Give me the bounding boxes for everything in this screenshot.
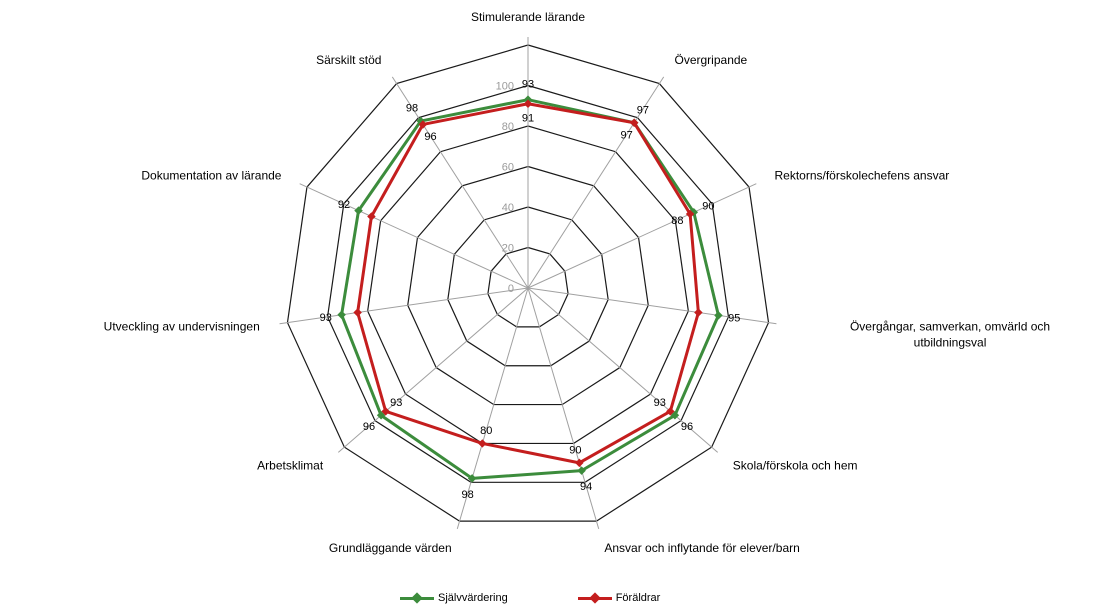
data-label-s0-4: 96: [681, 421, 693, 433]
data-label-s1-6: 80: [480, 425, 492, 437]
category-label-10: Särskilt stöd: [316, 53, 381, 67]
data-label-s1-10: 96: [424, 131, 436, 143]
spoke-10: [391, 76, 529, 289]
grid-ring-40: [447, 206, 609, 367]
legend: Självvärdering Föräldrar: [400, 592, 660, 604]
category-label-9: Dokumentation av lärande: [141, 168, 281, 182]
category-label-0: Stimulerande lärande: [471, 10, 585, 24]
radar-grid: [279, 37, 777, 529]
category-label-3: Övergångar, samverkan, omvärld och utbild…: [850, 320, 1050, 350]
data-label-s0-8: 93: [320, 312, 332, 324]
series-0-point-8: [337, 310, 346, 320]
data-label-s0-1: 97: [637, 104, 649, 116]
data-label-s1-7: 93: [390, 397, 402, 409]
series-0-point-9: [354, 206, 363, 215]
legend-swatch-foraldrar: [577, 592, 612, 604]
data-label-s1-2: 88: [671, 215, 683, 227]
series-1-point-10: [418, 120, 428, 129]
tick-label-60: 60: [502, 162, 514, 174]
spoke-8: [279, 287, 529, 325]
data-label-s1-4: 93: [654, 397, 666, 409]
tick-label-100: 100: [496, 81, 514, 93]
grid-ring-80: [367, 125, 689, 445]
series-line-1: [356, 102, 700, 465]
series-line-0: [340, 98, 720, 480]
grid-ring-100: [326, 84, 730, 483]
series-1-point-9: [367, 212, 376, 221]
legend-item-sjalvvardering[interactable]: Självvärdering: [400, 592, 508, 604]
spoke-1: [527, 76, 665, 289]
data-label-s0-0: 93: [522, 79, 534, 91]
radar-chart: 0 20 40 60 80 100 93 97 90 95 96 94 98 96 93 92 98 91 97 8…: [104, 10, 1050, 555]
data-label-s1-5: 90: [569, 444, 581, 456]
series-1-point-3: [694, 308, 703, 317]
series-1-point-5: [575, 458, 584, 468]
series-0-point-6: [467, 474, 477, 483]
tick-label-20: 20: [502, 243, 514, 255]
data-label-s0-5: 94: [580, 481, 592, 493]
series-layer: 93 97 90 95 96 94 98 96 93 92 98 91 97 88 93 90 80 93 96: [320, 79, 741, 501]
category-label-2: Rektorns/förskolechefens ansvar: [775, 168, 950, 182]
series-1-point-8: [353, 308, 362, 317]
tick-label-40: 40: [502, 202, 514, 214]
series-1-point-7: [381, 407, 390, 416]
series-0-point-4: [670, 411, 680, 420]
spoke-9: [299, 183, 529, 289]
legend-label-foraldrar: Föräldrar: [615, 592, 661, 604]
data-label-s0-7: 96: [363, 421, 375, 433]
legend-label-sjalvvardering: Självvärdering: [438, 592, 508, 604]
category-label-1: Övergripande: [675, 53, 748, 67]
data-label-s0-9: 92: [338, 199, 350, 211]
spoke-7: [337, 287, 529, 453]
axis-labels: Stimulerande lärande Övergripande Rektorns…: [104, 10, 1050, 555]
spoke-2: [527, 183, 757, 289]
grid-ring-20: [487, 246, 569, 328]
series-0-point-3: [714, 311, 723, 320]
data-label-s0-2: 90: [702, 201, 714, 213]
series-0-point-7: [376, 411, 386, 420]
data-label-s1-1: 97: [621, 130, 633, 142]
legend-item-foraldrar[interactable]: Föräldrar: [577, 592, 661, 604]
spoke-4: [527, 287, 719, 453]
series-1-point-4: [666, 407, 675, 416]
category-label-8: Utveckling av undervisningen: [104, 320, 260, 334]
grid-ring-60: [407, 165, 649, 406]
category-label-7: Arbetsklimat: [257, 458, 324, 472]
category-label-4: Skola/förskola och hem: [733, 458, 858, 472]
series-0-point-5: [577, 466, 586, 475]
tick-label-0: 0: [508, 283, 514, 295]
category-label-6: Grundläggande värden: [329, 541, 452, 555]
data-label-s0-10: 98: [406, 103, 418, 115]
spoke-6: [456, 287, 529, 529]
series-1-point-6: [478, 439, 487, 448]
data-label-s0-6: 98: [461, 489, 473, 501]
legend-swatch-sjalvvardering: [400, 592, 434, 604]
radial-tick-labels: 0 20 40 60 80 100: [496, 81, 514, 296]
grid-ring-120: [286, 44, 770, 522]
spoke-5: [527, 287, 600, 529]
data-label-s1-0: 91: [522, 113, 534, 125]
spoke-3: [527, 287, 777, 325]
data-label-s0-3: 95: [728, 313, 740, 325]
category-label-5: Ansvar och inflytande för elever/barn: [604, 541, 799, 555]
tick-label-80: 80: [502, 121, 514, 133]
